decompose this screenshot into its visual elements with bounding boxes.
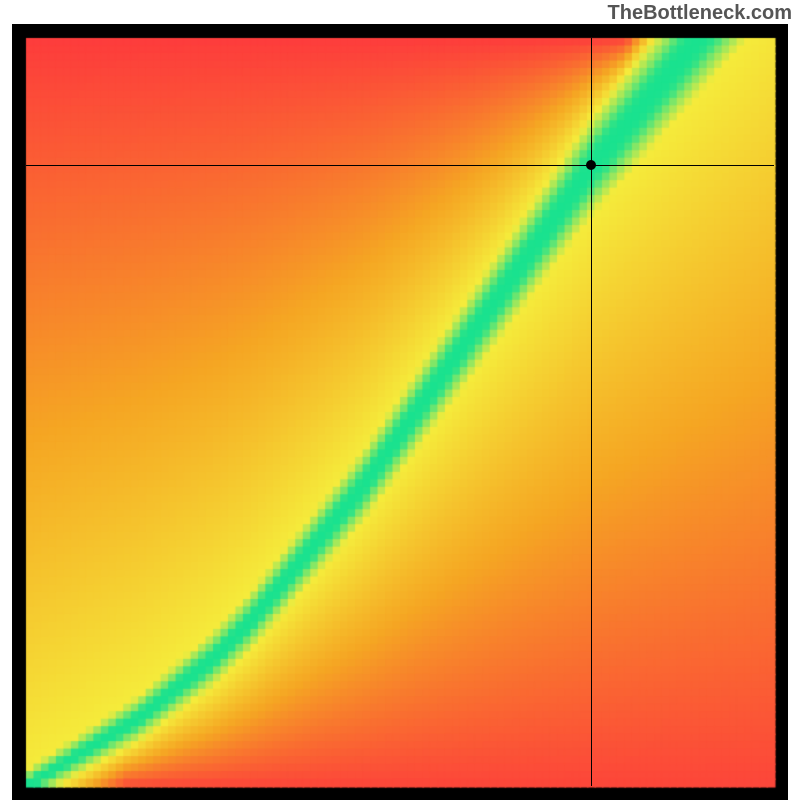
root-container: TheBottleneck.com: [0, 0, 800, 800]
crosshair-horizontal: [26, 165, 774, 166]
heatmap-canvas: [12, 24, 788, 800]
crosshair-vertical: [591, 38, 592, 786]
crosshair-marker-dot: [586, 160, 596, 170]
bottleneck-heatmap: [12, 24, 788, 800]
watermark-text: TheBottleneck.com: [608, 2, 792, 25]
